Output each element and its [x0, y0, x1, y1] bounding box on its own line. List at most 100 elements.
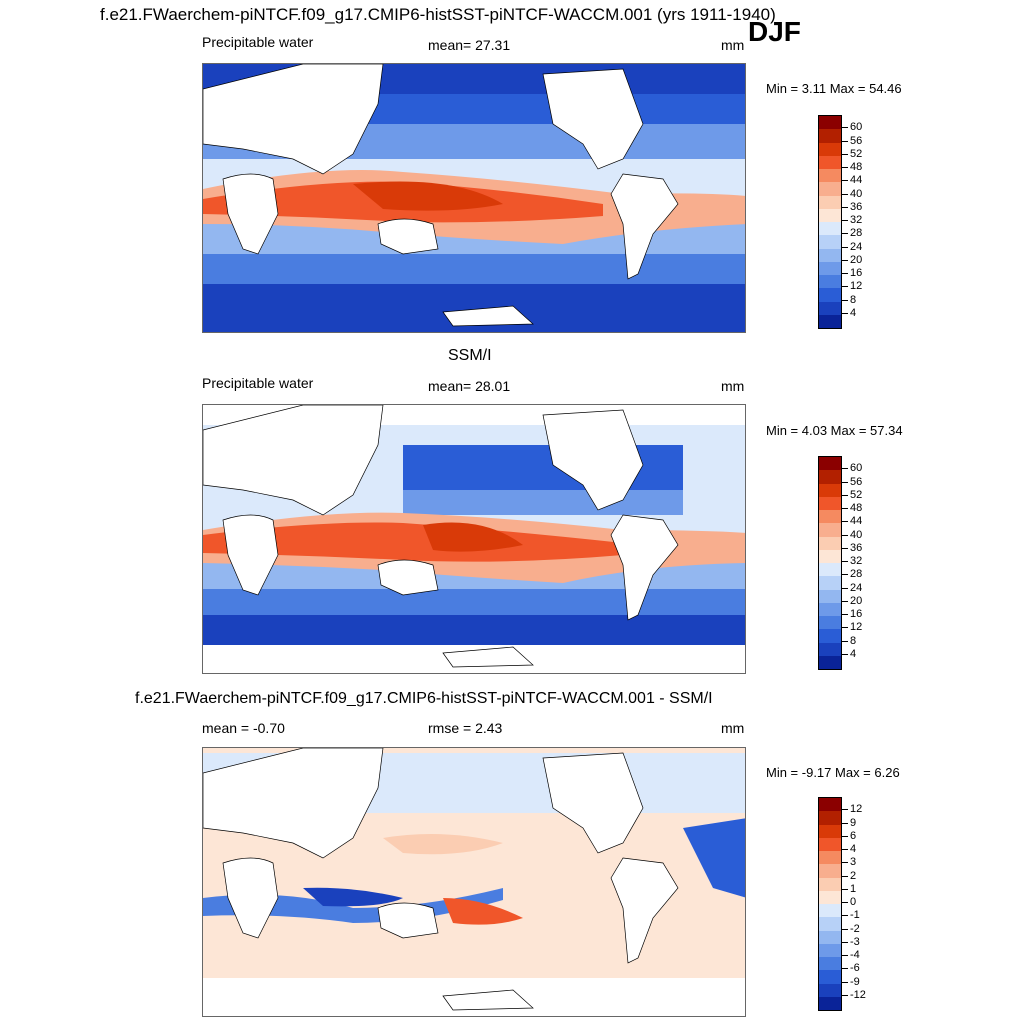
colorbar-swatch	[819, 877, 841, 891]
colorbar-swatch	[819, 642, 841, 656]
colorbar-swatch	[819, 983, 841, 997]
colorbar-swatch	[819, 616, 841, 630]
colorbar-tick-label: 20	[841, 253, 863, 266]
colorbar-tick-label: 40	[841, 187, 863, 200]
colorbar-tick-label: 8	[841, 293, 857, 306]
panel-3-title: f.e21.FWaerchem-piNTCF.f09_g17.CMIP6-his…	[135, 690, 713, 707]
colorbar-tick-label: 9	[841, 816, 857, 829]
colorbar-tick-label: 56	[841, 134, 863, 147]
colorbar-tick-label: 12	[841, 280, 863, 293]
colorbar-swatch	[819, 301, 841, 315]
colorbar-tick-label: 16	[841, 608, 863, 620]
colorbar-tick-label: 8	[841, 634, 857, 647]
colorbar-tick-label: 60	[841, 462, 863, 475]
colorbar-swatch	[819, 811, 841, 825]
panel-1-units: mm	[721, 37, 745, 53]
colorbar-tick-label: 48	[841, 502, 863, 514]
colorbar-tick-label: 28	[841, 568, 863, 581]
colorbar-swatch	[819, 288, 841, 302]
colorbar-swatch	[819, 943, 841, 957]
colorbar-tick-label: 1	[841, 882, 857, 895]
panel-2-units: mm	[721, 378, 745, 394]
colorbar-swatch	[819, 837, 841, 851]
colorbar-tick-label: 24	[841, 240, 863, 253]
colorbar-swatch	[819, 576, 841, 590]
colorbar-tick-label: -9	[842, 975, 860, 988]
colorbar-swatch	[819, 142, 841, 156]
colorbar-tick-label: -6	[842, 962, 860, 975]
colorbar-swatch	[819, 523, 841, 537]
panel-3-map	[202, 747, 746, 1017]
panel-2-colorbar	[818, 456, 842, 670]
colorbar-tick-label: -4	[842, 949, 860, 961]
panel-1-left-label: Precipitable water	[202, 34, 314, 50]
colorbar-swatch	[819, 589, 841, 603]
panel-1-map	[202, 63, 746, 333]
colorbar-swatch	[819, 470, 841, 484]
colorbar-tick-label: 12	[841, 803, 863, 816]
figure-title: f.e21.FWaerchem-piNTCF.f09_g17.CMIP6-his…	[100, 5, 776, 24]
colorbar-tick-label: -12	[842, 988, 866, 1001]
colorbar-swatch	[819, 798, 841, 812]
colorbar-tick-label: 16	[841, 267, 863, 279]
colorbar-swatch	[819, 222, 841, 236]
colorbar-tick-label: 4	[841, 843, 857, 855]
colorbar-swatch	[819, 904, 841, 918]
colorbar-tick-label: 48	[841, 161, 863, 173]
colorbar-tick-label: 28	[841, 227, 863, 240]
colorbar-swatch	[819, 155, 841, 169]
colorbar-tick-label: 40	[841, 528, 863, 541]
panel-2-title: SSM/I	[448, 347, 492, 364]
colorbar-tick-label: 0	[841, 896, 857, 908]
colorbar-tick-label: 60	[841, 121, 863, 134]
colorbar-swatch	[819, 917, 841, 931]
panel-3-minmax: Min = -9.17 Max = 6.26	[766, 765, 900, 780]
colorbar-tick-label: 36	[841, 200, 863, 213]
colorbar-swatch	[819, 851, 841, 865]
colorbar-swatch	[819, 970, 841, 984]
colorbar-swatch	[819, 169, 841, 183]
season-label: DJF	[748, 16, 801, 47]
colorbar-swatch	[819, 824, 841, 838]
colorbar-swatch	[819, 195, 841, 209]
panel-2-map	[202, 404, 746, 674]
colorbar-swatch	[819, 996, 841, 1010]
colorbar-swatch	[819, 314, 841, 328]
panel-3-units: mm	[721, 720, 745, 736]
colorbar-tick-label: 24	[841, 581, 863, 594]
colorbar-swatch	[819, 248, 841, 262]
colorbar-swatch	[819, 549, 841, 563]
panel-3-mean-label: mean = -0.70	[202, 720, 285, 736]
panel-1-mean-label: mean= 27.31	[428, 37, 511, 53]
colorbar-tick-label: 4	[841, 306, 857, 319]
colorbar-tick-label: 44	[841, 174, 863, 187]
colorbar-swatch	[819, 655, 841, 669]
panel-2-left-label: Precipitable water	[202, 375, 314, 391]
colorbar-swatch	[819, 510, 841, 524]
colorbar-swatch	[819, 182, 841, 196]
colorbar-tick-label: 3	[841, 856, 857, 869]
colorbar-tick-label: 4	[841, 647, 857, 660]
colorbar-tick-label: 32	[841, 555, 863, 567]
colorbar-swatch	[819, 563, 841, 577]
colorbar-swatch	[819, 275, 841, 289]
colorbar-tick-label: 12	[841, 621, 863, 634]
colorbar-swatch	[819, 483, 841, 497]
colorbar-tick-label: 56	[841, 475, 863, 488]
colorbar-tick-label: -1	[842, 909, 860, 922]
colorbar-swatch	[819, 208, 841, 222]
colorbar-swatch	[819, 496, 841, 510]
panel-3-rmse-label: rmse = 2.43	[428, 720, 503, 736]
colorbar-swatch	[819, 629, 841, 643]
colorbar-swatch	[819, 235, 841, 249]
colorbar-swatch	[819, 457, 841, 471]
panel-3-colorbar	[818, 797, 842, 1011]
colorbar-tick-label: 52	[841, 488, 863, 501]
colorbar-swatch	[819, 864, 841, 878]
colorbar-tick-label: -3	[842, 935, 860, 948]
colorbar-swatch	[819, 602, 841, 616]
colorbar-swatch	[819, 930, 841, 944]
panel-2-mean-label: mean= 28.01	[428, 378, 511, 394]
colorbar-swatch	[819, 129, 841, 143]
panel-1-minmax: Min = 3.11 Max = 54.46	[766, 81, 902, 96]
